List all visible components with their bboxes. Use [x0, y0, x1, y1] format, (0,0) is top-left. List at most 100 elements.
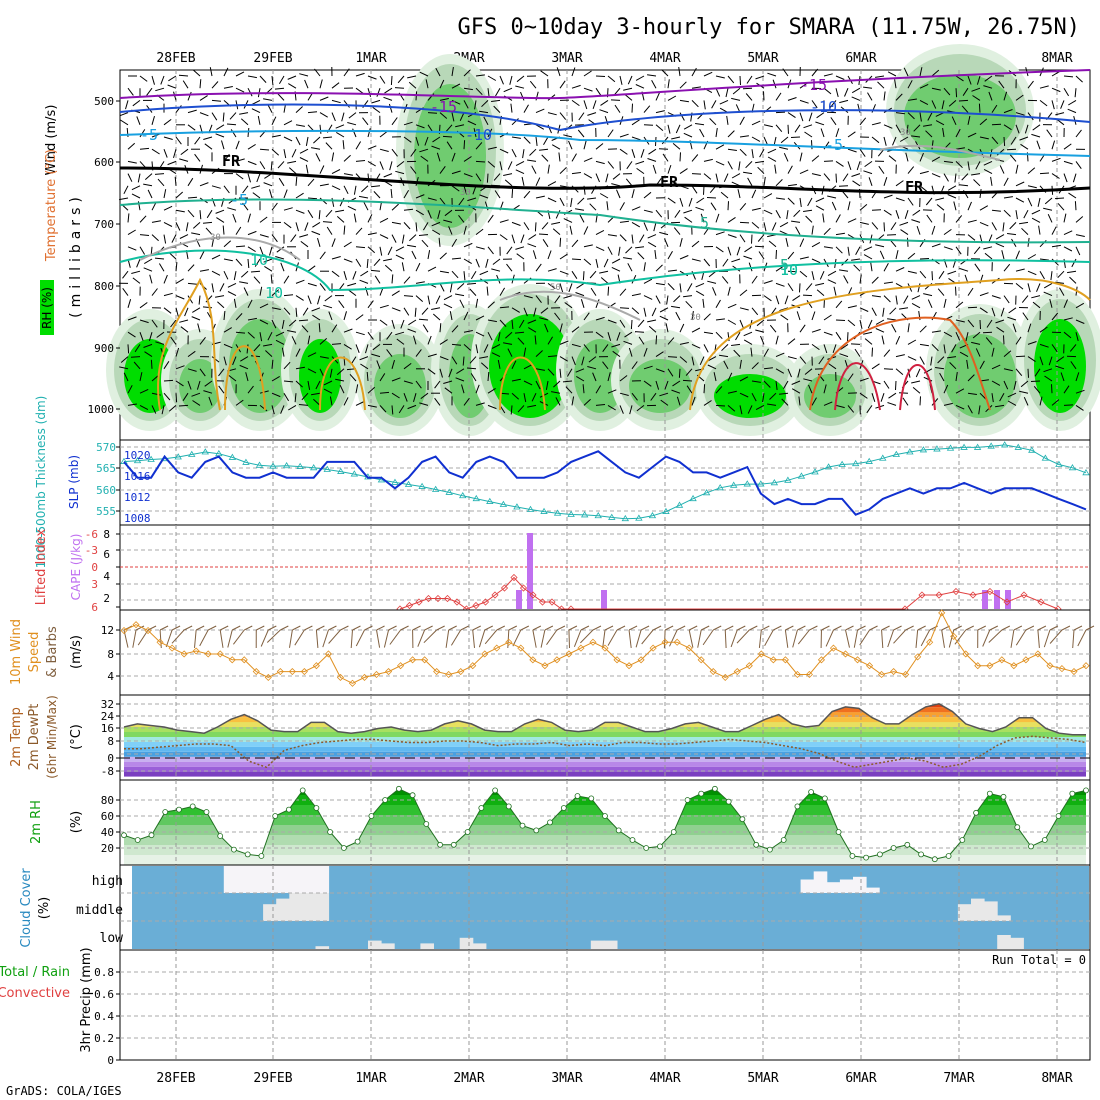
cape-ylabel: CAPE (J/kg) [69, 534, 83, 601]
wind-speed-point [276, 667, 284, 676]
wind-speed-point [457, 667, 465, 676]
thickness-point [309, 464, 318, 471]
wind-barb [163, 136, 173, 140]
wind-barb [743, 331, 753, 337]
wind-barb [955, 215, 963, 223]
wind-barb [127, 160, 137, 164]
wind-barb [679, 237, 683, 247]
wind-barb [863, 331, 873, 335]
wind-barb [943, 298, 947, 308]
wind-barb [756, 319, 765, 327]
wind-barb [775, 179, 783, 187]
rh2m-point [134, 837, 141, 843]
rh2m-point [230, 846, 237, 853]
wind-barb [331, 324, 338, 333]
wind-barb [421, 307, 429, 315]
rh2m-point [657, 843, 663, 850]
wind-barb [355, 344, 360, 353]
wind-barb [187, 209, 195, 218]
rh2m-point [533, 827, 540, 834]
wind-barb [879, 250, 885, 260]
wind-barb [995, 404, 1005, 408]
wind-barb [278, 177, 285, 187]
wind-barb [559, 253, 568, 260]
wind-barb [955, 331, 961, 341]
wind-barb [439, 339, 448, 345]
wind-barb [446, 141, 453, 150]
wind10m-barb-flag [821, 625, 830, 631]
isotherm-plus15-contour [689, 278, 1091, 411]
wind-barb [414, 307, 417, 317]
wind-barb [415, 349, 422, 357]
wind-barb [564, 302, 573, 309]
cloud-cover-cell [263, 866, 277, 893]
wind-barb [534, 335, 537, 345]
wind10m-barb-flag [845, 625, 854, 631]
wind-barb [775, 197, 785, 200]
wind-barb [187, 380, 192, 390]
wind-barb [662, 153, 669, 162]
wind-barb [816, 289, 825, 296]
contour-label: 10 [780, 261, 798, 279]
wind-barb [1072, 173, 1077, 183]
wind-barb [331, 169, 341, 175]
wind-barb [547, 268, 557, 272]
wind-barb [859, 204, 868, 211]
wind-barb [678, 67, 681, 77]
wind-barb [184, 307, 189, 317]
wind10m-barb [219, 629, 224, 648]
wind-barb [347, 122, 357, 126]
wind-barb [667, 164, 672, 174]
wind-barb [463, 330, 473, 333]
wind-barb [624, 94, 633, 101]
temp-color-band [124, 732, 1086, 737]
wind-barb [943, 87, 951, 96]
wind-barb [1063, 246, 1073, 252]
wind10m-barb-flag [893, 625, 902, 631]
wind-barb [263, 343, 273, 347]
wind-barb [847, 246, 850, 256]
wind-barb [888, 392, 897, 399]
wind-barb [499, 319, 507, 327]
wind-barb [421, 239, 429, 248]
wind10m-barb-flag [580, 625, 590, 631]
thickness-point [282, 461, 291, 469]
wind-barb [559, 166, 567, 174]
wind-barb [659, 307, 669, 313]
wind-barb [522, 149, 525, 159]
wind-barb [463, 225, 467, 235]
wind-barb [271, 375, 280, 382]
wind-barb [383, 258, 393, 262]
wind-barb [823, 227, 831, 235]
wind-barb [691, 173, 702, 175]
tick-label: 80 [101, 794, 114, 807]
wind-barb [739, 289, 748, 296]
wind10m-barb [194, 629, 197, 648]
wind-barb [211, 237, 215, 247]
wind-barb [457, 283, 465, 290]
wind-barb [1055, 112, 1065, 116]
wind-barb [619, 220, 629, 223]
wind10m-barb-flag [905, 625, 914, 631]
wind10m-barb [792, 629, 798, 648]
wind-barb [702, 298, 705, 308]
wind-barb [493, 173, 501, 181]
wind-barb [342, 140, 345, 150]
wind-barb [1003, 109, 1013, 114]
date-label-top: 5MAR [747, 51, 778, 66]
wind-barb [283, 275, 290, 284]
wind-barb [127, 142, 136, 150]
cape-bar [982, 590, 988, 609]
cape-bar [601, 590, 607, 609]
wind-barb [712, 287, 717, 296]
tick-label: 700 [94, 218, 114, 231]
wind-barb [439, 98, 449, 101]
wind-barb [671, 136, 681, 140]
wind-barb [554, 312, 561, 321]
wind-barb [1015, 197, 1025, 203]
wind-barb [1007, 316, 1017, 321]
wind-barb [449, 283, 453, 293]
wind-barb [192, 400, 201, 406]
cloud-level-label: middle [76, 903, 123, 918]
